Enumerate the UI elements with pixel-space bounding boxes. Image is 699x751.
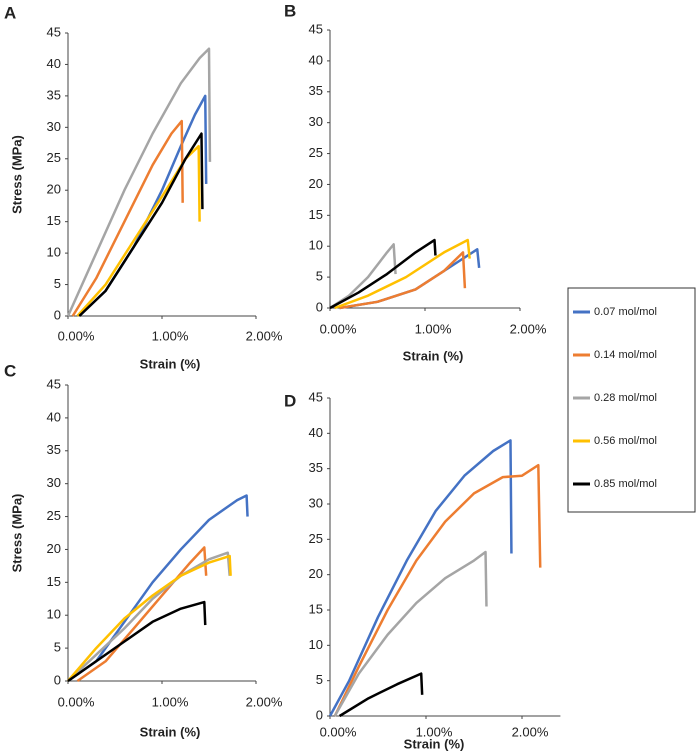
x-tick-label: 1.00% xyxy=(415,321,452,336)
y-tick-label: 0 xyxy=(54,307,61,322)
y-tick-label: 40 xyxy=(47,56,61,71)
series-line xyxy=(338,672,424,718)
panel-label: D xyxy=(284,391,296,410)
y-tick-label: 0 xyxy=(54,672,61,687)
x-tick-label: 0.00% xyxy=(320,724,357,739)
series-line xyxy=(76,546,208,683)
series-line xyxy=(333,550,488,717)
y-tick-label: 30 xyxy=(309,495,323,510)
legend-label: 0.14 mol/mol xyxy=(594,349,657,361)
y-tick-label: 20 xyxy=(47,541,61,556)
y-tick-label: 40 xyxy=(309,52,323,67)
series-line xyxy=(67,600,207,683)
y-tick-label: 35 xyxy=(309,83,323,98)
x-tick-label: 0.00% xyxy=(58,694,95,709)
y-tick-label: 20 xyxy=(309,566,323,581)
y-tick-label: 45 xyxy=(47,376,61,391)
legend-label: 0.56 mol/mol xyxy=(594,435,657,447)
series-line xyxy=(78,132,204,317)
x-axis-title: Strain (%) xyxy=(404,736,465,751)
y-tick-label: 35 xyxy=(47,442,61,457)
series-line xyxy=(67,551,231,682)
x-tick-label: 0.00% xyxy=(58,328,95,343)
y-tick-label: 30 xyxy=(47,475,61,490)
y-tick-label: 20 xyxy=(47,182,61,197)
y-tick-label: 40 xyxy=(309,425,323,440)
y-tick-label: 45 xyxy=(309,21,323,36)
y-tick-label: 15 xyxy=(47,574,61,589)
y-tick-label: 15 xyxy=(47,213,61,228)
x-axis-title: Strain (%) xyxy=(140,356,201,371)
x-tick-label: 2.00% xyxy=(512,724,549,739)
x-tick-label: 1.00% xyxy=(416,724,453,739)
legend-label: 0.85 mol/mol xyxy=(594,478,657,490)
x-axis-title: Strain (%) xyxy=(403,348,464,363)
series-line xyxy=(329,238,437,310)
series-line xyxy=(71,119,184,317)
x-tick-label: 2.00% xyxy=(246,694,283,709)
legend-box xyxy=(567,287,696,513)
y-tick-label: 35 xyxy=(47,87,61,102)
y-tick-label: 10 xyxy=(47,607,61,622)
y-tick-label: 20 xyxy=(309,176,323,191)
y-tick-label: 25 xyxy=(47,508,61,523)
panel-label: A xyxy=(4,3,16,22)
y-tick-label: 10 xyxy=(47,245,61,260)
panel-label: C xyxy=(4,361,16,380)
y-tick-label: 45 xyxy=(309,389,323,404)
x-tick-label: 0.00% xyxy=(320,321,357,336)
y-tick-label: 45 xyxy=(47,24,61,39)
y-tick-label: 40 xyxy=(47,409,61,424)
series-line xyxy=(328,439,513,717)
series-line xyxy=(333,463,542,717)
y-tick-label: 5 xyxy=(54,276,61,291)
series-line xyxy=(78,94,208,317)
y-tick-label: 15 xyxy=(309,207,323,222)
y-tick-label: 30 xyxy=(47,119,61,134)
y-tick-label: 10 xyxy=(309,238,323,253)
y-axis-title: Stress (MPa) xyxy=(9,135,24,214)
series-line xyxy=(76,144,201,317)
series-line xyxy=(67,554,232,682)
y-tick-label: 25 xyxy=(47,150,61,165)
series-line xyxy=(334,238,471,310)
series-line xyxy=(329,243,397,310)
y-tick-label: 5 xyxy=(54,640,61,655)
y-tick-label: 5 xyxy=(316,269,323,284)
series-line xyxy=(339,251,467,310)
x-tick-label: 2.00% xyxy=(510,321,547,336)
y-tick-label: 30 xyxy=(309,114,323,129)
y-tick-label: 0 xyxy=(316,299,323,314)
y-tick-label: 25 xyxy=(309,531,323,546)
y-tick-label: 5 xyxy=(316,672,323,687)
y-axis-title: Stress (MPa) xyxy=(9,494,24,573)
series-line xyxy=(67,494,249,683)
x-tick-label: 2.00% xyxy=(246,328,283,343)
legend-label: 0.07 mol/mol xyxy=(594,306,657,318)
y-tick-label: 15 xyxy=(309,601,323,616)
legend-label: 0.28 mol/mol xyxy=(594,392,657,404)
x-tick-label: 1.00% xyxy=(152,694,189,709)
y-tick-label: 25 xyxy=(309,145,323,160)
y-tick-label: 10 xyxy=(309,637,323,652)
panel-label: B xyxy=(284,1,296,20)
series-line xyxy=(66,47,212,317)
x-tick-label: 1.00% xyxy=(152,328,189,343)
y-tick-label: 35 xyxy=(309,460,323,475)
x-axis-title: Strain (%) xyxy=(140,724,201,739)
y-tick-label: 0 xyxy=(316,707,323,722)
